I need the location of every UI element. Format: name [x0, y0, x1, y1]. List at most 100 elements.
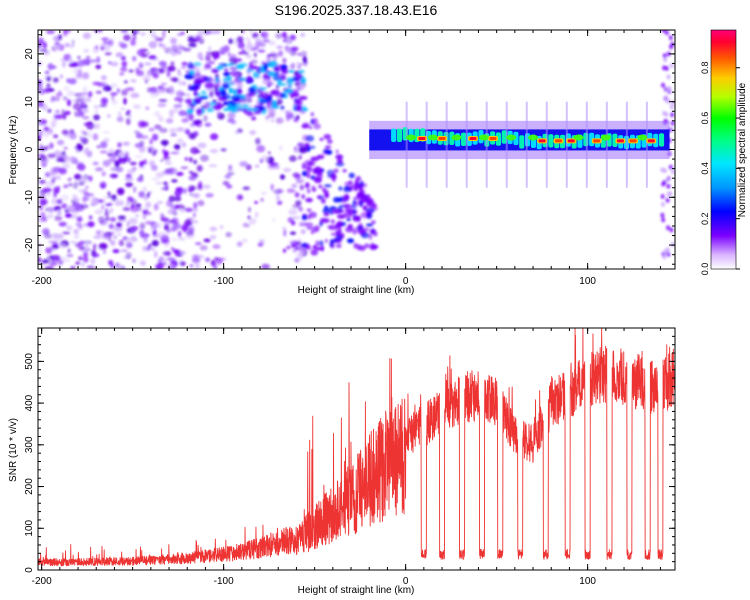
spectrogram-noise-blob [112, 249, 120, 254]
spectrogram-noise-blob [54, 215, 63, 222]
spectrogram-noise-blob [147, 147, 152, 154]
spectrogram-noise-blob [66, 90, 76, 97]
spectrogram-noise-blob [151, 177, 159, 181]
spectrogram-noise-blob [193, 62, 202, 67]
spectrogram-noise-blob [284, 110, 289, 114]
spectrogram-noise-blob [228, 38, 234, 45]
spectrogram-noise-blob [56, 157, 64, 162]
spectrogram-noise-blob [185, 232, 195, 239]
spectrogram-noise-blob [126, 117, 131, 126]
spectrogram-noise-blob [275, 117, 284, 124]
spectrogram-noise-blob [165, 118, 174, 124]
spectrogram-noise-blob [158, 231, 167, 237]
spectrogram-noise-blob [92, 123, 101, 130]
colorbar-gradient [710, 29, 737, 270]
spectrogram-noise-blob [163, 152, 167, 159]
spectrogram-noise-blob [176, 49, 182, 55]
spectrogram-noise-blob [335, 149, 339, 154]
spectrogram-noise-blob [185, 70, 190, 74]
spectrogram-noise-blob [248, 86, 256, 93]
spectrogram-noise-blob [310, 175, 316, 180]
spectrogram-noise-blob [310, 230, 315, 235]
spectrogram-noise-blob [192, 212, 196, 218]
spectrogram-noise-blob [217, 257, 226, 261]
spectrogram-noise-blob [319, 240, 324, 247]
spectrogram-noise-blob [110, 92, 118, 96]
spectrogram-noise-blob [300, 32, 306, 38]
spectrogram-noise-blob [278, 145, 283, 151]
spectrogram-noise-blob [83, 86, 87, 93]
spectrogram-noise-blob [134, 154, 143, 159]
spectrogram-noise-blob [261, 155, 269, 162]
spectrogram-noise-blob [661, 82, 665, 88]
spectrogram-noise-blob [262, 78, 271, 85]
spectrogram-noise-blob [170, 247, 175, 251]
spectrogram-noise-blob [178, 110, 187, 117]
spectrogram-noise-blob [75, 73, 84, 79]
colorbar-tick-label: 0.8 [700, 61, 710, 74]
spectrogram-noise-blob [187, 189, 194, 192]
spectrogram-vertical-streak [585, 101, 588, 188]
spectrogram-noise-blob [226, 184, 233, 189]
spectrogram-noise-blob [59, 243, 66, 249]
spectrogram-noise-blob [273, 66, 280, 72]
spectrogram-noise-blob [79, 136, 83, 142]
spectrogram-noise-blob [285, 88, 294, 92]
spectrogram-noise-blob [369, 229, 376, 234]
spectrogram-x-tick-label: -100 [214, 276, 234, 287]
spectrogram-noise-blob [242, 222, 251, 228]
spectrogram-noise-blob [134, 143, 144, 148]
spectrogram-noise-blob [131, 36, 137, 41]
spectrogram-noise-blob [95, 110, 98, 114]
spectrogram-noise-blob [162, 181, 168, 185]
colorbar-tick-label: 0.0 [700, 263, 710, 276]
spectrogram-noise-blob [112, 151, 117, 159]
spectrogram-noise-blob [39, 143, 43, 148]
spectrogram-noise-blob [59, 74, 64, 79]
snr-panel: -200 -100 0 100 0 100 200 300 400 500 Height of … [8, 327, 676, 596]
spectrogram-noise-blob [135, 203, 142, 208]
spectrogram-vertical-streak [465, 101, 468, 188]
spectrogram-noise-blob [162, 31, 166, 39]
spectrogram-noise-blob [215, 90, 221, 97]
colorbar-ticks: 0.0 0.2 0.4 0.6 0.8 [700, 61, 740, 275]
spectrogram-noise-blob [185, 93, 191, 97]
spectrogram-hotspot [478, 134, 489, 141]
spectrogram-noise-blob [104, 210, 110, 217]
spectrogram-noise-blob [136, 30, 140, 34]
spectrogram-noise-blob [184, 157, 189, 161]
spectrogram-noise-blob [138, 62, 144, 69]
spectrogram-noise-blob [78, 240, 86, 245]
spectrogram-noise-blob [340, 195, 344, 202]
spectrogram-noise-blob [276, 45, 283, 49]
spectrogram-noise-blob [189, 264, 194, 268]
spectrogram-noise-blob [287, 216, 295, 223]
spectrogram-noise-blob [294, 149, 299, 153]
spectrogram-band-segment [519, 135, 525, 149]
spectrogram-noise-blob [271, 189, 279, 193]
spectrogram-noise-blob [133, 186, 137, 193]
spectrogram-noise-blob [113, 235, 118, 239]
spectrogram-noise-blob [66, 225, 73, 231]
spectrogram-noise-blob [62, 231, 71, 235]
spectrogram-noise-blob [248, 62, 254, 67]
spectrogram-noise-blob [83, 107, 89, 113]
spectrogram-noise-blob [331, 219, 335, 224]
spectrogram-noise-blob [357, 223, 363, 229]
spectrogram-noise-blob [209, 226, 218, 232]
spectrogram-noise-blob [101, 171, 106, 177]
spectrogram-noise-blob [142, 74, 152, 82]
spectrogram-noise-blob [99, 181, 107, 189]
spectrogram-noise-blob [266, 54, 272, 63]
spectrogram-noise-blob [153, 35, 161, 39]
spectrogram-noise-blob [88, 175, 93, 182]
spectrogram-noise-blob [194, 78, 204, 84]
spectrogram-noise-blob [261, 263, 270, 269]
spectrogram-noise-blob [276, 98, 283, 105]
spectrogram-noise-blob [195, 242, 202, 245]
spectrogram-noise-blob [152, 72, 159, 79]
spectrogram-noise-blob [300, 229, 306, 235]
spectrogram-noise-blob [151, 165, 158, 171]
spectrogram-noise-blob [162, 170, 170, 175]
spectrogram-noise-blob [236, 36, 244, 44]
